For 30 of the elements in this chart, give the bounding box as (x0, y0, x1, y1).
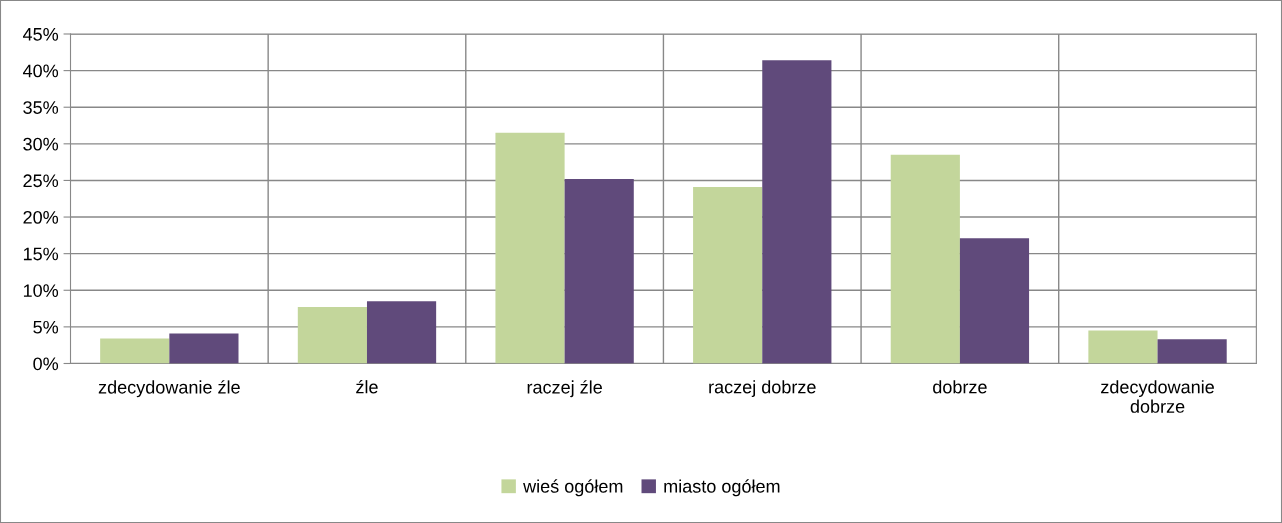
x-tick-label: źle (356, 379, 378, 394)
bar (495, 132, 565, 364)
y-tick-label: 45% (22, 28, 59, 41)
y-tick-label: 5% (33, 320, 59, 334)
y-tick-label: 30% (23, 137, 59, 151)
x-tick-label: dobrze (933, 380, 987, 394)
x-tick-label: raczej dobrze (709, 380, 816, 397)
bar (169, 333, 239, 364)
y-tick-label: 40% (22, 64, 59, 78)
x-tick-label: zdecydowanie źle (98, 380, 240, 398)
bar (366, 301, 437, 364)
y-tick-label: 35% (23, 101, 59, 114)
x-tick-label: zdecydowanie dobrze (1101, 380, 1214, 413)
y-tick-label: 10% (23, 284, 59, 297)
legend-label: miasto ogółem (664, 479, 780, 497)
bar (959, 238, 1030, 364)
x-tick-label: raczej źle (527, 380, 602, 398)
bar (100, 338, 170, 364)
y-tick-label: 15% (23, 247, 59, 261)
legend-label: wieś ogółem (523, 479, 623, 497)
bar (890, 154, 960, 364)
y-tick-label: 20% (23, 210, 59, 224)
bar (762, 60, 832, 364)
bar (564, 178, 634, 364)
bar (1088, 330, 1158, 364)
bar (693, 187, 763, 364)
y-tick-label: 0% (33, 357, 59, 371)
y-tick-label: 25% (23, 174, 59, 188)
bar (297, 307, 367, 364)
bar (1157, 339, 1227, 364)
